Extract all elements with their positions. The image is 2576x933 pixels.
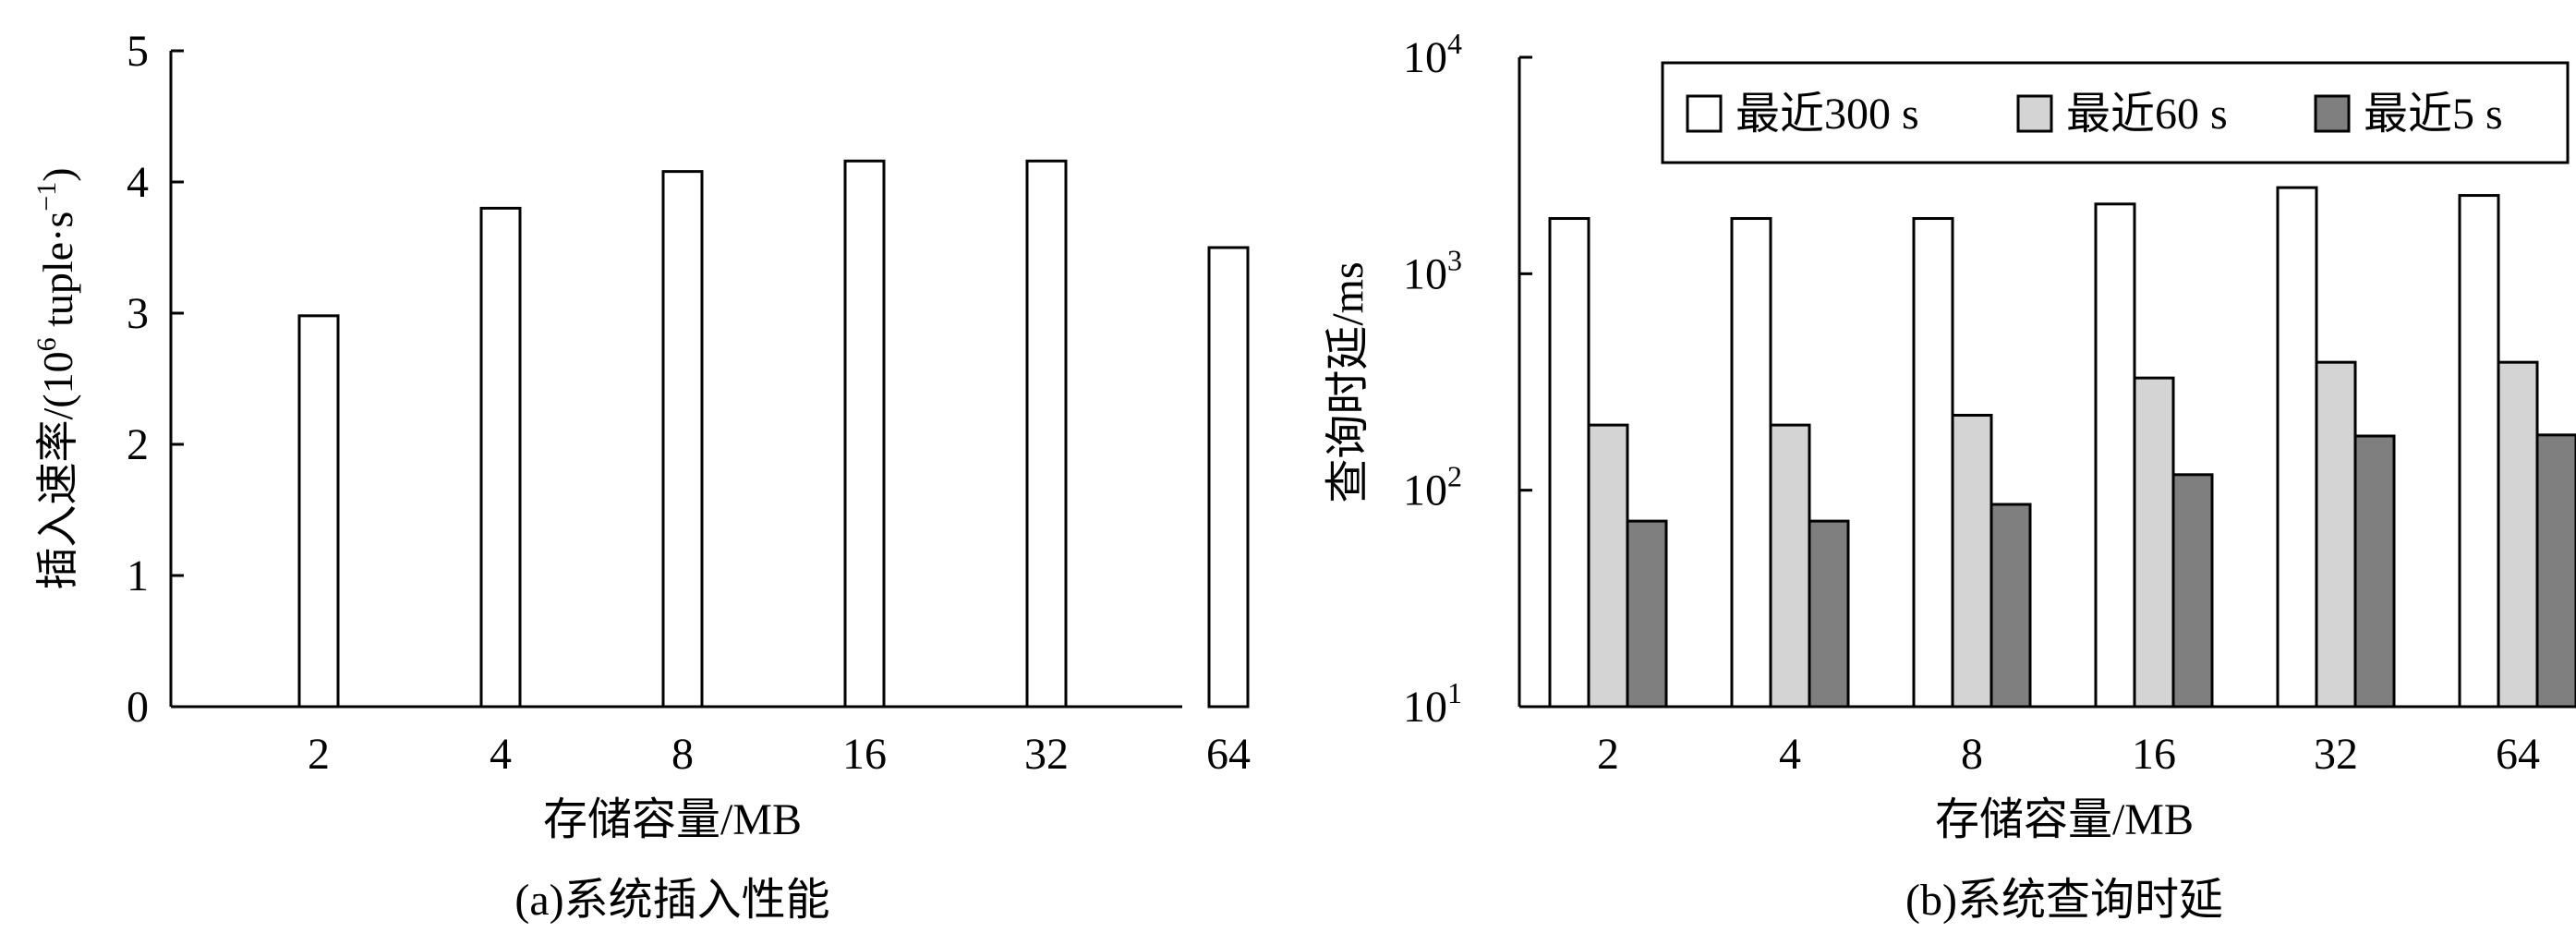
chart-insert-performance: 0 1 2 3 4 5 2 4 8 16 32 64 插入速率/(106 tuple·s−1) 存储… [31, 27, 1251, 925]
y-label-rest: tuple·s [34, 212, 81, 338]
legend-label: 最近5 s [2364, 90, 2503, 139]
y-tick-label: 5 [127, 27, 149, 76]
legend-items: 最近300 s 最近60 s 最近5 s [1686, 90, 2503, 139]
y-tick-exp: 2 [1447, 460, 1462, 493]
y-tick-label: 103 [1403, 243, 1462, 298]
x-tick-label: 8 [1961, 730, 1983, 779]
x-tick-label: 8 [671, 730, 694, 779]
bar [1989, 503, 2032, 709]
legend-box [1661, 61, 2570, 164]
x-axis-label: 存储容量/MB [543, 795, 802, 844]
legend-label: 最近300 s [1735, 90, 1919, 139]
y-tick-label: 0 [127, 683, 149, 732]
y-tick-label: 104 [1403, 27, 1462, 82]
legend-swatch [2016, 94, 2053, 133]
bar [1808, 519, 1850, 709]
y-axis-label: 插入速率/(106 tuple·s−1) [31, 167, 81, 589]
x-tick-label: 32 [1024, 730, 1069, 779]
bars [1548, 186, 2576, 709]
x-tick-label: 2 [308, 730, 330, 779]
bar [1769, 423, 1811, 709]
y-tick-base: 10 [1403, 466, 1447, 515]
x-tick-label: 16 [842, 730, 887, 779]
x-tick-labels: 2 4 8 16 32 64 [1597, 730, 2540, 779]
x-tick-label: 32 [2314, 730, 2358, 779]
y-tick-label: 101 [1403, 676, 1462, 732]
y-axis-label: 查询时延/ms [1324, 261, 1373, 503]
bar [297, 314, 340, 709]
bar [1587, 423, 1629, 709]
bar [843, 159, 886, 709]
y-ticks: 0 1 2 3 4 5 [127, 27, 184, 732]
bar [2535, 433, 2576, 709]
bar [1912, 217, 1954, 709]
y-tick-exp: 1 [1447, 676, 1462, 709]
y-tick-label: 2 [127, 420, 149, 469]
y-label-main: 插入速率/(10 [34, 351, 81, 589]
bar [661, 170, 704, 709]
bar [2171, 473, 2214, 709]
legend-label: 最近60 s [2066, 90, 2228, 139]
y-tick-base: 10 [1403, 249, 1447, 298]
bar [1025, 159, 1068, 709]
y-tick-label: 102 [1403, 460, 1462, 515]
legend: 最近300 s 最近60 s 最近5 s [1661, 61, 2570, 164]
y-label-exp2: −1 [31, 182, 62, 212]
bar [479, 206, 522, 709]
y-tick-label: 3 [127, 289, 149, 338]
bar [2094, 202, 2136, 709]
y-label-exp: 6 [31, 337, 62, 351]
bar [2276, 186, 2318, 709]
y-tick-label: 4 [127, 158, 149, 207]
bar [1730, 217, 1772, 709]
x-tick-labels: 2 4 8 16 32 64 [308, 730, 1251, 779]
bar [2353, 434, 2396, 709]
y-tick-base: 10 [1403, 683, 1447, 732]
x-tick-label: 4 [1779, 730, 1801, 779]
x-axis-label: 存储容量/MB [1935, 795, 2194, 844]
bar [1626, 519, 1668, 709]
x-tick-label: 4 [490, 730, 512, 779]
bar [2315, 360, 2357, 709]
x-tick-label: 64 [1206, 730, 1251, 779]
y-label-close: ) [34, 167, 81, 181]
legend-swatch [2314, 94, 2351, 133]
y-tick-base: 10 [1403, 33, 1447, 82]
x-tick-label: 16 [2132, 730, 2176, 779]
bar [1548, 217, 1590, 709]
bar [2458, 194, 2500, 709]
y-tick-exp: 3 [1447, 243, 1462, 276]
caption: (b)系统查询时延 [1905, 876, 2223, 925]
bar [2133, 376, 2175, 709]
bar [1207, 246, 1250, 709]
caption: (a)系统插入性能 [514, 876, 829, 925]
y-tick-label: 1 [127, 551, 149, 600]
y-tick-exp: 4 [1447, 27, 1462, 60]
x-tick-label: 2 [1597, 730, 1619, 779]
bars [297, 159, 1250, 709]
bar [2497, 360, 2539, 709]
legend-swatch [1686, 94, 1723, 133]
bar [1951, 414, 1993, 709]
x-tick-label: 64 [2496, 730, 2540, 779]
